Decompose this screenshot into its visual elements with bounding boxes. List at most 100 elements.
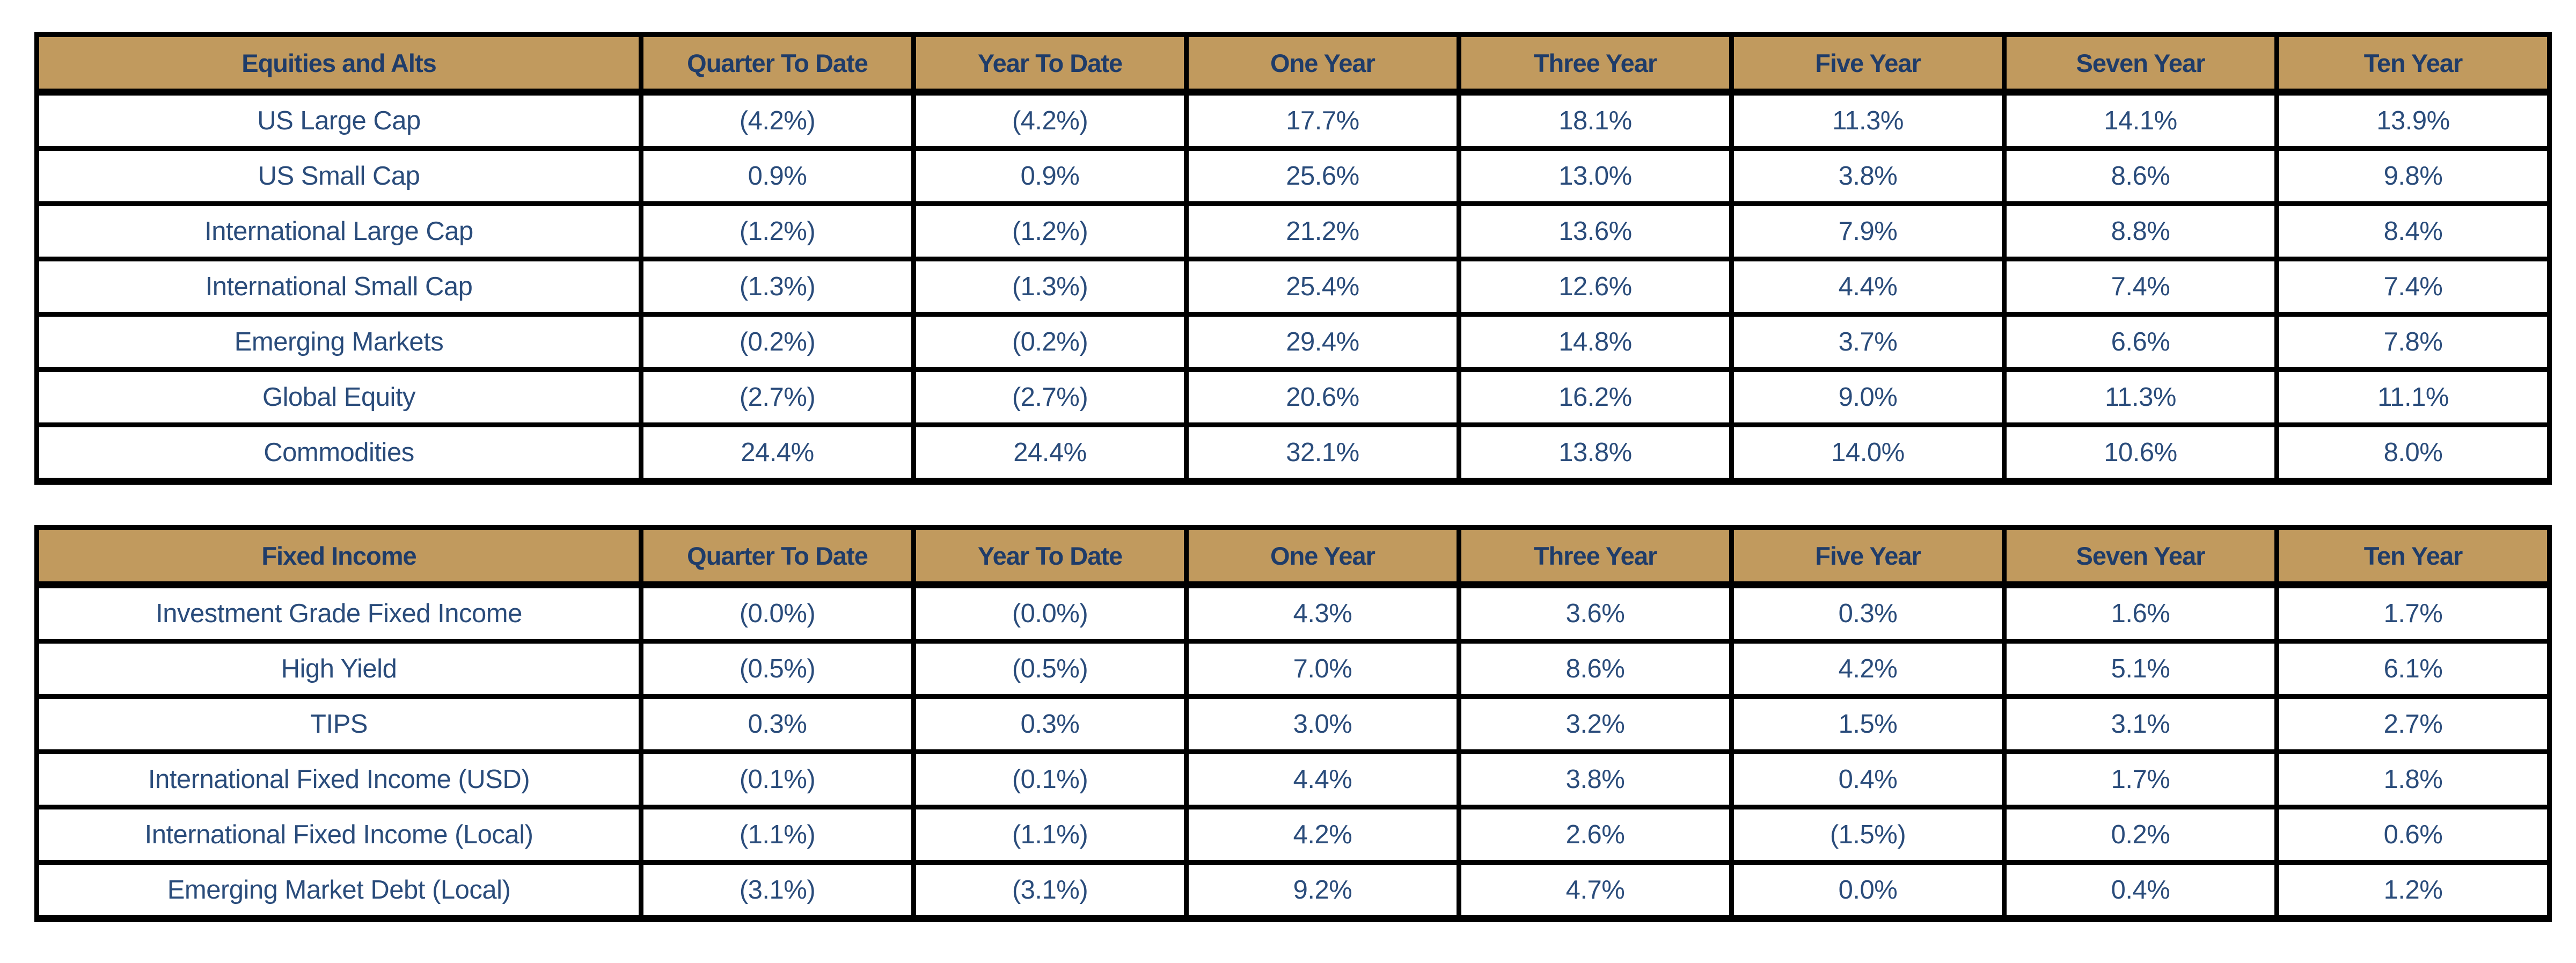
row-label-cell: International Fixed Income (USD) (34, 749, 643, 809)
table-row: International Large Cap (1.2%) (1.2%) 21.2%… (34, 201, 2552, 261)
column-header-quarter-to-date: Quarter To Date (639, 32, 916, 96)
value-cell: (3.1%) (911, 860, 1189, 922)
value-cell: 14.0% (1729, 422, 2007, 485)
value-cell: 4.4% (1184, 749, 1461, 809)
value-cell: 4.7% (1457, 860, 1734, 922)
value-cell: (0.0%) (911, 582, 1189, 644)
row-label-cell: Commodities (34, 422, 643, 485)
value-cell: 3.0% (1184, 694, 1461, 754)
value-cell: (2.7%) (911, 367, 1189, 427)
value-cell: 7.4% (2002, 257, 2279, 317)
value-cell: 32.1% (1184, 422, 1461, 485)
value-cell: 10.6% (2002, 422, 2279, 485)
fixed-income-table: Fixed Income Quarter To Date Year To Dat… (34, 525, 2552, 922)
value-cell: 9.8% (2274, 146, 2552, 206)
table-row: Emerging Market Debt (Local) (3.1%) (3.1%)… (34, 860, 2552, 922)
column-header-seven-year: Seven Year (2002, 32, 2279, 96)
row-label-cell: International Large Cap (34, 201, 643, 261)
column-header-one-year: One Year (1184, 525, 1461, 588)
value-cell: (4.2%) (639, 90, 916, 151)
table-row: International Fixed Income (USD) (0.1%) (0… (34, 749, 2552, 809)
value-cell: (1.1%) (639, 805, 916, 865)
value-cell: 1.8% (2274, 749, 2552, 809)
value-cell: (1.1%) (911, 805, 1189, 865)
row-label-cell: International Small Cap (34, 257, 643, 317)
value-cell: 8.4% (2274, 201, 2552, 261)
column-header-year-to-date: Year To Date (911, 525, 1189, 588)
value-cell: 3.8% (1457, 749, 1734, 809)
value-cell: 9.2% (1184, 860, 1461, 922)
value-cell: 8.6% (2002, 146, 2279, 206)
value-cell: 0.3% (639, 694, 916, 754)
value-cell: 20.6% (1184, 367, 1461, 427)
value-cell: 0.4% (2002, 860, 2279, 922)
value-cell: 11.3% (2002, 367, 2279, 427)
value-cell: 4.2% (1184, 805, 1461, 865)
value-cell: 4.2% (1729, 639, 2007, 699)
value-cell: 7.8% (2274, 312, 2552, 372)
value-cell: 3.7% (1729, 312, 2007, 372)
fixed-income-table-header: Fixed Income Quarter To Date Year To Dat… (34, 525, 2552, 588)
value-cell: 0.9% (639, 146, 916, 206)
value-cell: 0.2% (2002, 805, 2279, 865)
value-cell: 8.8% (2002, 201, 2279, 261)
value-cell: 7.4% (2274, 257, 2552, 317)
header-row: Equities and Alts Quarter To Date Year T… (34, 32, 2552, 96)
column-header-five-year: Five Year (1729, 525, 2007, 588)
value-cell: 0.3% (911, 694, 1189, 754)
value-cell: 7.0% (1184, 639, 1461, 699)
value-cell: 7.9% (1729, 201, 2007, 261)
value-cell: 1.2% (2274, 860, 2552, 922)
value-cell: 17.7% (1184, 90, 1461, 151)
value-cell: 3.1% (2002, 694, 2279, 754)
fixed-income-table-body: Investment Grade Fixed Income (0.0%) (0.0%… (34, 582, 2552, 922)
value-cell: 2.7% (2274, 694, 2552, 754)
value-cell: 13.0% (1457, 146, 1734, 206)
value-cell: 14.1% (2002, 90, 2279, 151)
value-cell: (1.2%) (911, 201, 1189, 261)
column-header-three-year: Three Year (1457, 32, 1734, 96)
value-cell: 1.5% (1729, 694, 2007, 754)
value-cell: (2.7%) (639, 367, 916, 427)
table-row: TIPS 0.3% 0.3% 3.0% 3.2% 1.5% 3.1% 2.7% (34, 694, 2552, 754)
value-cell: 11.1% (2274, 367, 2552, 427)
value-cell: 1.7% (2002, 749, 2279, 809)
value-cell: 0.0% (1729, 860, 2007, 922)
value-cell: (0.5%) (639, 639, 916, 699)
column-header-seven-year: Seven Year (2002, 525, 2279, 588)
table-row: US Small Cap 0.9% 0.9% 25.6% 13.0% 3.8% 8.6% 9.… (34, 146, 2552, 206)
value-cell: 12.6% (1457, 257, 1734, 317)
table-row: Emerging Markets (0.2%) (0.2%) 29.4% 14.8% 3.… (34, 312, 2552, 372)
value-cell: (1.3%) (911, 257, 1189, 317)
table-row: US Large Cap (4.2%) (4.2%) 17.7% 18.1% 11.3% 1… (34, 90, 2552, 151)
value-cell: 0.4% (1729, 749, 2007, 809)
value-cell: (0.1%) (911, 749, 1189, 809)
value-cell: 1.6% (2002, 582, 2279, 644)
value-cell: 25.6% (1184, 146, 1461, 206)
value-cell: 8.6% (1457, 639, 1734, 699)
value-cell: 13.6% (1457, 201, 1734, 261)
header-row: Fixed Income Quarter To Date Year To Dat… (34, 525, 2552, 588)
value-cell: 29.4% (1184, 312, 1461, 372)
value-cell: 25.4% (1184, 257, 1461, 317)
value-cell: 16.2% (1457, 367, 1734, 427)
column-header-three-year: Three Year (1457, 525, 1734, 588)
table-row: High Yield (0.5%) (0.5%) 7.0% 8.6% 4.2% 5.1% 6.… (34, 639, 2552, 699)
value-cell: (0.0%) (639, 582, 916, 644)
value-cell: 3.2% (1457, 694, 1734, 754)
value-cell: (0.2%) (911, 312, 1189, 372)
table-title-header: Equities and Alts (34, 32, 643, 96)
value-cell: (1.2%) (639, 201, 916, 261)
column-header-quarter-to-date: Quarter To Date (639, 525, 916, 588)
value-cell: 3.6% (1457, 582, 1734, 644)
table-row: International Fixed Income (Local) (1.1%)… (34, 805, 2552, 865)
column-header-five-year: Five Year (1729, 32, 2007, 96)
value-cell: 6.1% (2274, 639, 2552, 699)
row-label-cell: High Yield (34, 639, 643, 699)
value-cell: 8.0% (2274, 422, 2552, 485)
row-label-cell: Emerging Market Debt (Local) (34, 860, 643, 922)
value-cell: (1.3%) (639, 257, 916, 317)
row-label-cell: Emerging Markets (34, 312, 643, 372)
equities-and-alts-table: Equities and Alts Quarter To Date Year T… (34, 32, 2552, 485)
value-cell: 0.3% (1729, 582, 2007, 644)
